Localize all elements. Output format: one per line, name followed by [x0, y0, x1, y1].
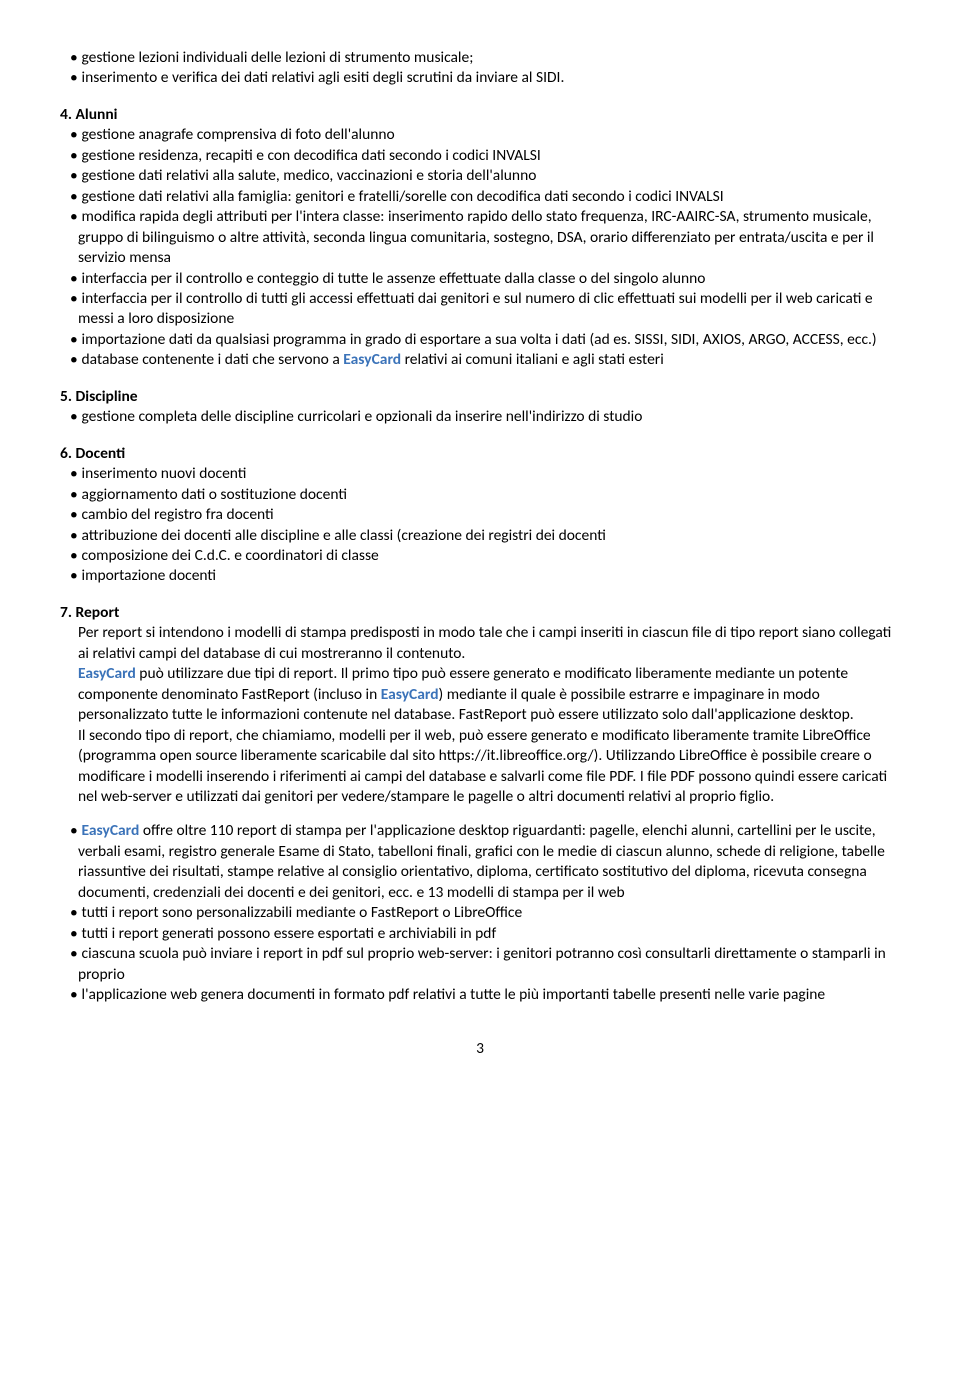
list-item: • gestione anagrafe comprensiva di foto …: [60, 125, 900, 145]
item-text: attribuzione dei docenti alle discipline…: [82, 526, 606, 545]
item-text: inserimento nuovi docenti: [82, 464, 247, 483]
list-item: • tutti i report sono personalizzabili m…: [60, 903, 900, 923]
bullet-icon: •: [70, 125, 78, 145]
bullet-icon: •: [70, 985, 78, 1005]
list-item: • cambio del registro fra docenti: [60, 505, 900, 525]
bullet-icon: •: [70, 903, 78, 923]
paragraph: EasyCard può utilizzare due tipi di repo…: [60, 664, 900, 725]
bullet-icon: •: [70, 48, 78, 68]
list-item: • gestione dati relativi alla famiglia: …: [60, 187, 900, 207]
item-text: database contenente i dati che servono a: [82, 350, 344, 369]
item-text: offre oltre 110 report di stampa per l'a…: [78, 821, 885, 901]
item-text: importazione docenti: [82, 566, 217, 585]
bullet-icon: •: [70, 407, 78, 427]
list-item: • gestione dati relativi alla salute, me…: [60, 166, 900, 186]
brand-label: EasyCard: [82, 821, 140, 840]
item-text: l'applicazione web genera documenti in f…: [82, 985, 826, 1004]
item-text: gestione anagrafe comprensiva di foto de…: [82, 125, 395, 144]
bullet-icon: •: [70, 289, 78, 309]
item-text: relativi ai comuni italiani e agli stati…: [401, 350, 664, 369]
bullet-icon: •: [70, 505, 78, 525]
list-item: • interfaccia per il controllo e contegg…: [60, 269, 900, 289]
bullet-icon: •: [70, 187, 78, 207]
intro-items: • gestione lezioni individuali delle lez…: [60, 48, 900, 89]
bullet-icon: •: [70, 944, 78, 964]
list-item: • inserimento nuovi docenti: [60, 464, 900, 484]
bullet-icon: •: [70, 68, 78, 88]
item-text: gestione residenza, recapiti e con decod…: [82, 146, 541, 165]
section-alunni: 4. Alunni • gestione anagrafe comprensiv…: [60, 105, 900, 371]
list-item: • gestione residenza, recapiti e con dec…: [60, 146, 900, 166]
item-text: importazione dati da qualsiasi programma…: [82, 330, 877, 349]
section-docenti: 6. Docenti • inserimento nuovi docenti •…: [60, 444, 900, 587]
item-text: tutti i report sono personalizzabili med…: [82, 903, 523, 922]
bullet-icon: •: [70, 166, 78, 186]
item-text: cambio del registro fra docenti: [82, 505, 274, 524]
brand-label: EasyCard: [381, 685, 439, 704]
bullet-icon: •: [70, 464, 78, 484]
intro-block: • gestione lezioni individuali delle lez…: [60, 48, 900, 89]
section-title: 6. Docenti: [60, 444, 900, 464]
list-item: • l'applicazione web genera documenti in…: [60, 985, 900, 1005]
paragraph-text: Il secondo tipo di report, che chiamiamo…: [78, 726, 887, 806]
list-item: • importazione dati da qualsiasi program…: [60, 330, 900, 350]
bullet-icon: •: [70, 146, 78, 166]
list-item: • attribuzione dei docenti alle discipli…: [60, 526, 900, 546]
list-item: • EasyCard offre oltre 110 report di sta…: [60, 821, 900, 903]
paragraph: Per report si intendono i modelli di sta…: [60, 623, 900, 664]
bullet-icon: •: [70, 566, 78, 586]
section-discipline: 5. Discipline • gestione completa delle …: [60, 387, 900, 428]
list-item: • importazione docenti: [60, 566, 900, 586]
item-text: modifica rapida degli attributi per l'in…: [78, 207, 874, 267]
section-title: 7. Report: [60, 603, 900, 623]
item-text: composizione dei C.d.C. e coordinatori d…: [82, 546, 379, 565]
list-item: • interfaccia per il controllo di tutti …: [60, 289, 900, 330]
bullet-icon: •: [70, 924, 78, 944]
item-text: gestione completa delle discipline curri…: [82, 407, 643, 426]
list-item: • composizione dei C.d.C. e coordinatori…: [60, 546, 900, 566]
list-item: • modifica rapida degli attributi per l'…: [60, 207, 900, 268]
item-text: aggiornamento dati o sostituzione docent…: [82, 485, 347, 504]
brand-label: EasyCard: [78, 664, 136, 683]
item-text: gestione lezioni individuali delle lezio…: [82, 48, 474, 67]
section-title: 4. Alunni: [60, 105, 900, 125]
paragraph: Il secondo tipo di report, che chiamiamo…: [60, 726, 900, 808]
bullet-icon: •: [70, 350, 78, 370]
bullet-icon: •: [70, 526, 78, 546]
item-text: gestione dati relativi alla salute, medi…: [82, 166, 537, 185]
bullet-icon: •: [70, 330, 78, 350]
list-item: • gestione lezioni individuali delle lez…: [60, 48, 900, 68]
item-text: gestione dati relativi alla famiglia: ge…: [82, 187, 724, 206]
bullet-icon: •: [70, 821, 78, 841]
bullet-icon: •: [70, 269, 78, 289]
list-item: • database contenente i dati che servono…: [60, 350, 900, 370]
list-item: • ciascuna scuola può inviare i report i…: [60, 944, 900, 985]
page-number: 3: [60, 1039, 900, 1059]
list-item: • aggiornamento dati o sostituzione doce…: [60, 485, 900, 505]
item-text: interfaccia per il controllo e conteggio…: [82, 269, 706, 288]
item-text: interfaccia per il controllo di tutti gl…: [78, 289, 873, 328]
bullet-icon: •: [70, 485, 78, 505]
list-item: • gestione completa delle discipline cur…: [60, 407, 900, 427]
list-item: • tutti i report generati possono essere…: [60, 924, 900, 944]
section-title: 5. Discipline: [60, 387, 900, 407]
bullet-icon: •: [70, 546, 78, 566]
item-text: ciascuna scuola può inviare i report in …: [78, 944, 886, 983]
item-text: tutti i report generati possono essere e…: [82, 924, 497, 943]
list-item: • inserimento e verifica dei dati relati…: [60, 68, 900, 88]
section-report: 7. Report Per report si intendono i mode…: [60, 603, 900, 1006]
item-text: inserimento e verifica dei dati relativi…: [82, 68, 565, 87]
bullet-icon: •: [70, 207, 78, 227]
brand-label: EasyCard: [343, 350, 401, 369]
paragraph-text: Per report si intendono i modelli di sta…: [78, 623, 891, 662]
